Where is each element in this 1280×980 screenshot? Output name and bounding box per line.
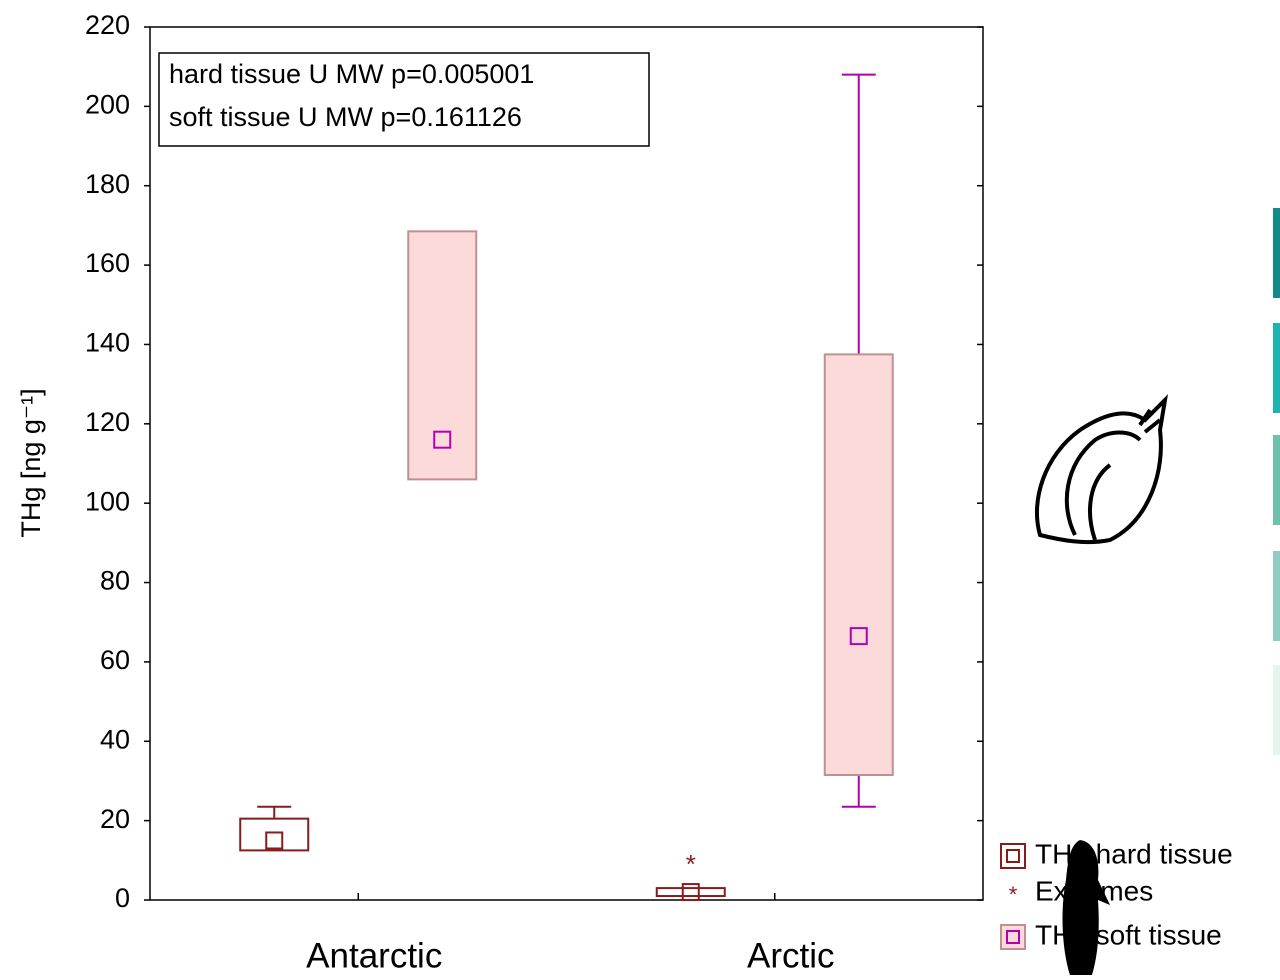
y-tick-label: 60 bbox=[100, 645, 130, 675]
median-marker bbox=[683, 884, 699, 900]
decor-bar bbox=[1273, 435, 1280, 525]
extreme-marker: * bbox=[686, 849, 696, 879]
median-marker bbox=[266, 832, 282, 848]
annotation: soft tissue U MW p=0.161126 bbox=[169, 102, 522, 132]
legend-swatch bbox=[1007, 850, 1019, 862]
chart: 0 20 40 60 80 100 120 140 160 180 200 220 THg [ng g⁻… bbox=[0, 0, 1280, 980]
shell-icon bbox=[1037, 400, 1165, 542]
y-tick-label: 200 bbox=[85, 89, 130, 119]
legend-swatch bbox=[1001, 925, 1025, 949]
y-tick-label: 160 bbox=[85, 248, 130, 278]
decor-bar bbox=[1273, 208, 1280, 298]
y-tick-label: 100 bbox=[85, 486, 130, 516]
y-tick-label: 0 bbox=[115, 883, 130, 913]
legend-label: THg hard tissue bbox=[1035, 838, 1233, 869]
y-tick-label: 140 bbox=[85, 328, 130, 358]
decor-bar bbox=[1273, 323, 1280, 413]
box bbox=[240, 819, 308, 851]
decor-bar bbox=[1273, 551, 1280, 641]
y-tick-label: 20 bbox=[100, 804, 130, 834]
x-tick-label: Arctic bbox=[747, 936, 835, 975]
decor-bar bbox=[1273, 665, 1280, 755]
annotation: hard tissue U MW p=0.005001 bbox=[169, 59, 534, 89]
legend-swatch bbox=[1001, 844, 1025, 868]
y-axis-label: THg [ng g⁻¹] bbox=[16, 388, 46, 537]
y-tick-label: 120 bbox=[85, 407, 130, 437]
y-tick-label: 180 bbox=[85, 169, 130, 199]
box bbox=[408, 231, 476, 479]
y-tick-label: 80 bbox=[100, 566, 130, 596]
y-tick-label: 40 bbox=[100, 724, 130, 754]
box bbox=[825, 354, 893, 775]
x-tick-label: Antarctic bbox=[306, 936, 442, 975]
legend-swatch: * bbox=[1009, 882, 1018, 907]
y-tick-label: 220 bbox=[85, 10, 130, 40]
box bbox=[657, 888, 725, 896]
